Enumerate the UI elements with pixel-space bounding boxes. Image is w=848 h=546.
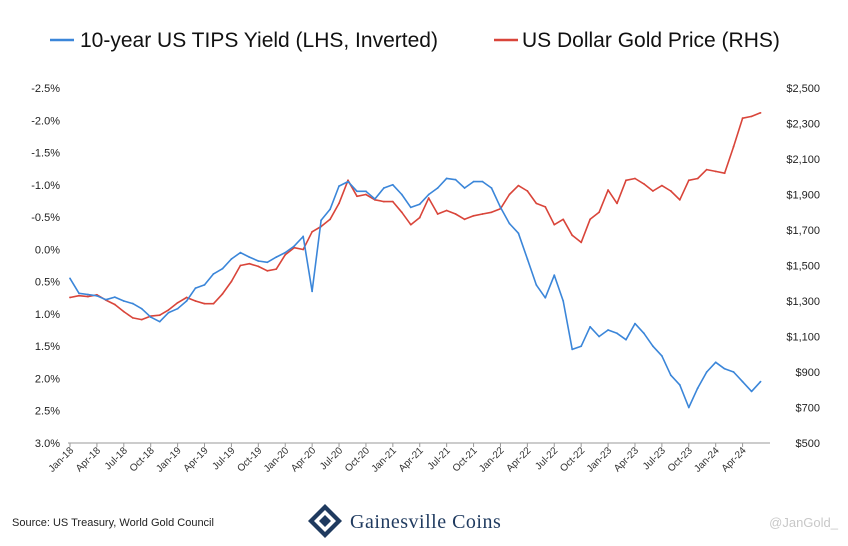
tips-yield-line bbox=[69, 177, 762, 409]
left-tick-label: 2.5% bbox=[35, 406, 60, 418]
x-tick-label: Apr-20 bbox=[289, 445, 318, 474]
x-tick-label: Jul-18 bbox=[103, 445, 130, 472]
left-tick-label: 0.5% bbox=[35, 277, 60, 289]
x-tick-label: Apr-18 bbox=[74, 445, 103, 474]
left-tick-label: 1.0% bbox=[35, 309, 60, 321]
right-axis-ticks: $500 $700 $900 $1,100 $1,300 $1,500 $1,700 $1,9… bbox=[786, 83, 820, 450]
x-tick-label: Jul-21 bbox=[426, 445, 453, 472]
right-tick-label: $2,300 bbox=[786, 119, 820, 131]
x-tick-label: Apr-24 bbox=[720, 445, 749, 474]
x-tick-label: Oct-22 bbox=[558, 445, 587, 474]
left-tick-label: -1.5% bbox=[31, 148, 60, 160]
x-tick-label: Apr-19 bbox=[182, 445, 211, 474]
left-tick-label: -1.0% bbox=[31, 180, 60, 192]
x-tick-label: Jul-23 bbox=[641, 445, 668, 472]
left-tick-label: -2.0% bbox=[31, 115, 60, 127]
x-tick-label: Jan-19 bbox=[154, 445, 184, 475]
x-tick-label: Jul-22 bbox=[533, 445, 560, 472]
left-tick-label: 1.5% bbox=[35, 341, 60, 353]
right-tick-label: $900 bbox=[796, 367, 820, 379]
x-tick-label: Jul-19 bbox=[210, 445, 237, 472]
legend-label-tips: 10-year US TIPS Yield (LHS, Inverted) bbox=[80, 29, 438, 52]
right-tick-label: $1,700 bbox=[786, 225, 820, 237]
footer: Source: US Treasury, World Gold Council … bbox=[12, 504, 839, 538]
x-tick-label: Jan-20 bbox=[262, 445, 292, 475]
gold-price-line bbox=[69, 112, 761, 321]
right-tick-label: $1,300 bbox=[786, 296, 820, 308]
gainesville-coins-logo: Gainesville Coins bbox=[308, 504, 501, 538]
x-tick-label: Oct-20 bbox=[343, 445, 372, 474]
right-tick-label: $2,100 bbox=[786, 154, 820, 166]
legend-label-gold: US Dollar Gold Price (RHS) bbox=[522, 29, 780, 52]
right-tick-label: $2,500 bbox=[786, 83, 820, 95]
right-tick-label: $1,500 bbox=[786, 261, 820, 273]
x-tick-label: Apr-21 bbox=[397, 445, 426, 474]
right-tick-label: $1,100 bbox=[786, 332, 820, 344]
legend: 10-year US TIPS Yield (LHS, Inverted) US… bbox=[50, 29, 780, 52]
x-tick-label: Apr-22 bbox=[504, 445, 533, 474]
right-tick-label: $700 bbox=[796, 403, 820, 415]
left-tick-label: 3.0% bbox=[35, 438, 60, 450]
logo-mark-icon bbox=[308, 504, 342, 538]
left-axis-ticks: -2.5% -2.0% -1.5% -1.0% -0.5% 0.0% 0.5% 1.0% 1.5… bbox=[31, 83, 60, 450]
x-tick-label: Jan-23 bbox=[585, 445, 615, 475]
watermark: @JanGold_ bbox=[769, 515, 839, 530]
right-tick-label: $500 bbox=[796, 438, 820, 450]
x-tick-label: Oct-23 bbox=[666, 445, 695, 474]
left-tick-label: -0.5% bbox=[31, 212, 60, 224]
plot-area: -2.5% -2.0% -1.5% -1.0% -0.5% 0.0% 0.5% 1.0% 1.5… bbox=[31, 83, 820, 475]
left-tick-label: -2.5% bbox=[31, 83, 60, 95]
x-tick-label: Oct-19 bbox=[235, 445, 264, 474]
x-tick-label: Jul-20 bbox=[318, 445, 345, 472]
x-tick-label: Jan-22 bbox=[477, 445, 507, 475]
left-tick-label: 0.0% bbox=[35, 244, 60, 256]
x-tick-label: Oct-18 bbox=[128, 445, 157, 474]
right-tick-label: $1,900 bbox=[786, 190, 820, 202]
source-note: Source: US Treasury, World Gold Council bbox=[12, 517, 214, 529]
left-tick-label: 2.0% bbox=[35, 373, 60, 385]
x-tick-label: Jan-24 bbox=[692, 445, 722, 475]
x-tick-label: Oct-21 bbox=[451, 445, 480, 474]
x-tick-label: Apr-23 bbox=[612, 445, 641, 474]
x-tick-label: Jan-21 bbox=[370, 445, 400, 475]
brand-name: Gainesville Coins bbox=[350, 511, 501, 533]
